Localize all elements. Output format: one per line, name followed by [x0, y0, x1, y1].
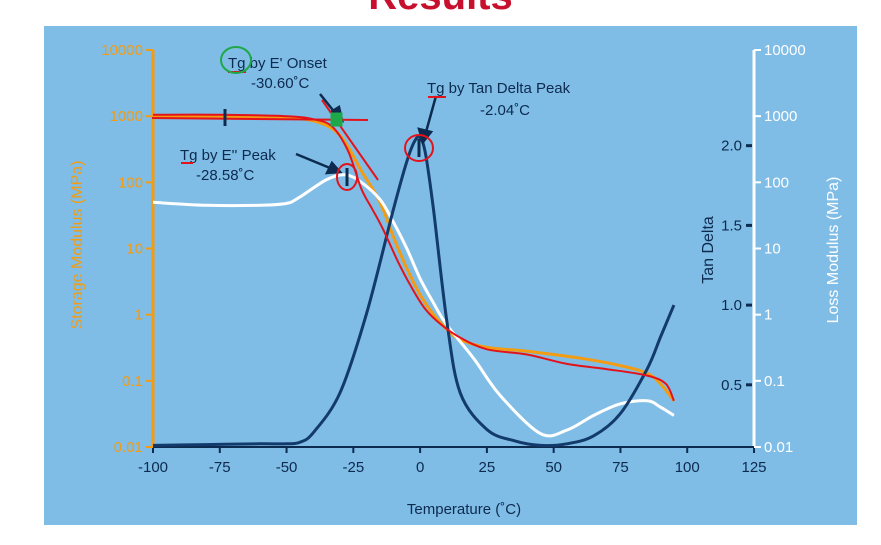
- x-tick-label: 50: [545, 459, 562, 476]
- storage-tick-label: 0.1: [122, 373, 143, 390]
- storage-tick-label: 0.01: [114, 439, 143, 456]
- annotation-epp-value: -28.58˚C: [196, 167, 255, 184]
- markup-onset-point: [330, 112, 343, 127]
- x-tick-label: 0: [416, 459, 424, 476]
- loss-tick-label: 0.01: [764, 439, 793, 456]
- storage-tick-label: 1000: [110, 108, 143, 125]
- loss-tick-label: 1: [764, 307, 772, 324]
- x-axis-label: Temperature (˚C): [407, 501, 521, 518]
- loss-tick-label: 0.1: [764, 373, 785, 390]
- loss-tick-label: 100: [764, 174, 789, 191]
- tan-tick-label: 0.5: [721, 377, 742, 394]
- tan-axis-label: Tan Delta: [700, 216, 717, 284]
- storage-axis-label: Storage Modulus (MPa): [69, 161, 86, 330]
- x-tick-label: -100: [138, 459, 168, 476]
- series-line-storage: [152, 114, 676, 402]
- storage-tick-label: 10000: [101, 42, 143, 59]
- arrow-epp: [295, 152, 331, 170]
- x-tick-label: -25: [342, 459, 364, 476]
- x-tick-label: 125: [741, 459, 766, 476]
- series-line-loss: [152, 173, 675, 438]
- x-tick-label: 25: [479, 459, 496, 476]
- x-tick-label: -50: [276, 459, 298, 476]
- loss-tick-label: 10: [764, 241, 781, 258]
- storage-tick-label: 1: [135, 307, 143, 324]
- annotation-onset-value: -30.60˚C: [251, 75, 310, 92]
- annotation-tdp-label: Tg by Tan Delta Peak: [427, 80, 571, 97]
- tan-tick-label: 2.0: [721, 138, 742, 155]
- markup-circle-tdp: [404, 134, 434, 162]
- x-tick-label: 75: [612, 459, 629, 476]
- loss-tick-label: 10000: [764, 42, 806, 59]
- storage-tick-label: 100: [118, 174, 143, 191]
- annotation-tdp-value: -2.04˚C: [480, 102, 530, 119]
- page-title: Results: [0, 0, 881, 19]
- series-line-tan: [152, 135, 676, 448]
- reviewer-markup: [151, 46, 446, 191]
- loss-axis-label: Loss Modulus (MPa): [825, 177, 842, 324]
- x-tick-label: 100: [675, 459, 700, 476]
- loss-tick-label: 1000: [764, 108, 797, 125]
- markup-circle-epp: [336, 163, 358, 191]
- chart-panel: [44, 26, 857, 525]
- tan-tick-label: 1.5: [721, 217, 742, 234]
- markup-circle-tg: [220, 46, 252, 74]
- tan-tick-label: 1.0: [721, 297, 742, 314]
- arrow-tdp: [424, 95, 438, 133]
- storage-tick-label: 10: [126, 241, 143, 258]
- annotation-onset-label: Tg by E' Onset: [228, 55, 328, 72]
- arrowhead-epp: [324, 160, 343, 175]
- annotation-epp-label: Tg by E'' Peak: [180, 147, 276, 164]
- x-tick-label: -75: [209, 459, 231, 476]
